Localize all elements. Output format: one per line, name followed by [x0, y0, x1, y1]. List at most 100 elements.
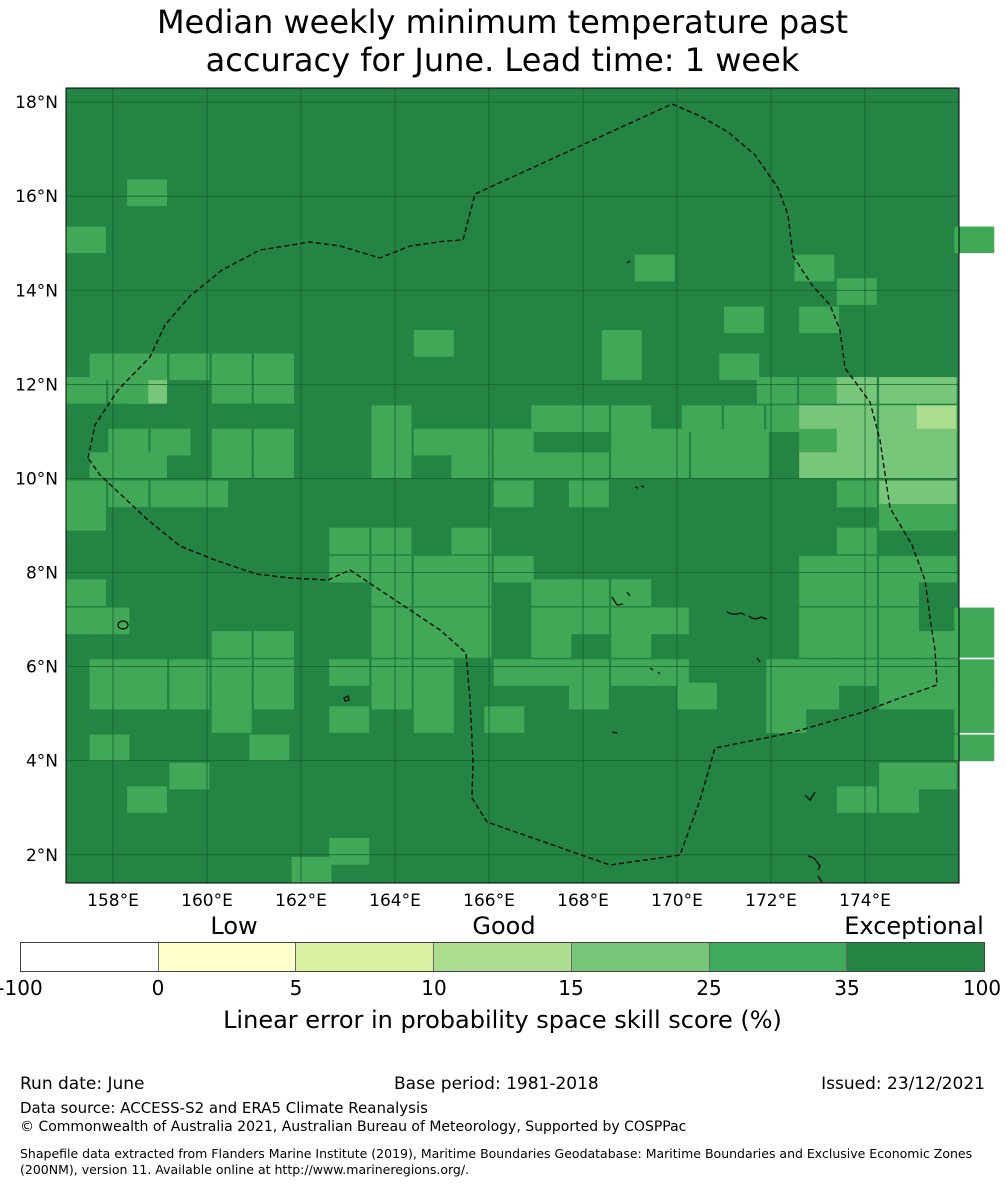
latitude-tick-label: 4°N	[26, 752, 58, 772]
skill-cell	[188, 480, 229, 508]
longitude-labels: 158°E 160°E 162°E 164°E 166°E 168°E 170°E 172°E…	[87, 891, 891, 911]
skill-cell	[799, 377, 840, 404]
skill-cell	[691, 452, 732, 479]
skill-cell	[916, 762, 957, 790]
skill-cell	[836, 452, 877, 479]
skill-cell	[916, 682, 957, 710]
skill-cell	[329, 838, 370, 865]
graticule	[66, 88, 959, 883]
skill-cell	[371, 405, 412, 432]
skill-cell	[799, 579, 840, 606]
skill-cell	[836, 428, 877, 456]
skill-cell	[211, 659, 252, 686]
skill-cell	[451, 555, 492, 583]
skill-cell	[879, 786, 920, 813]
skill-cell	[954, 607, 995, 635]
skill-cell	[211, 377, 252, 404]
skill-cell	[568, 480, 609, 508]
longitude-tick-label: 164°E	[369, 891, 421, 911]
skill-cell	[169, 659, 210, 686]
longitude-tick-label: 170°E	[651, 891, 703, 911]
skill-cell	[254, 631, 294, 658]
skill-cell	[89, 734, 130, 762]
latitude-tick-label: 16°N	[15, 187, 58, 207]
skill-cell	[836, 278, 877, 305]
latitude-tick-label: 10°N	[15, 469, 58, 489]
map-frame	[65, 87, 960, 884]
skill-cell	[879, 659, 920, 686]
copyright: © Commonwealth of Australia 2021, Austra…	[20, 1119, 687, 1135]
skill-cell	[799, 682, 840, 710]
latitude-tick-label: 12°N	[15, 375, 58, 395]
skill-cell	[916, 377, 957, 404]
skill-cell	[413, 330, 454, 357]
skill-cell	[611, 607, 652, 635]
skill-cell	[879, 631, 920, 658]
colorbar-segment	[847, 943, 985, 971]
longitude-tick-label: 162°E	[275, 891, 327, 911]
skill-cell	[66, 377, 106, 404]
skill-cell	[169, 682, 210, 710]
longitude-tick-label: 168°E	[557, 891, 609, 911]
colorbar-tick: 25	[696, 976, 722, 1000]
skill-cell	[531, 607, 572, 635]
skill-cell	[648, 659, 689, 686]
skill-cell	[329, 555, 370, 583]
skill-cell	[531, 631, 572, 658]
longitude-tick-label: 166°E	[463, 891, 515, 911]
skill-cell	[413, 682, 454, 710]
skill-cell	[568, 405, 609, 432]
colorbar-segment	[158, 943, 297, 971]
skill-cell	[836, 555, 877, 583]
skill-cell	[799, 607, 840, 635]
skill-cell	[681, 405, 722, 432]
skill-cell	[451, 452, 492, 479]
skill-cell	[254, 659, 294, 686]
skill-cell	[611, 631, 652, 658]
skill-cell	[371, 579, 412, 606]
skill-map: 18°N 16°N 14°N 12°N 10°N 8°N 6°N 4°N 2°N 158°E 16…	[15, 87, 995, 911]
skill-cell	[451, 579, 492, 606]
shapefile-credit: Shapefile data extracted from Flanders M…	[20, 1146, 973, 1177]
skill-cell	[648, 452, 689, 479]
skill-cell	[127, 452, 168, 479]
latitude-tick-label: 2°N	[26, 846, 58, 866]
skill-cell	[493, 452, 534, 479]
skill-cell	[211, 682, 252, 710]
skill-cell	[371, 659, 412, 686]
colorbar-tick: 10	[421, 976, 447, 1000]
latitude-labels: 18°N 16°N 14°N 12°N 10°N 8°N 6°N 4°N 2°N	[15, 93, 58, 866]
skill-cell	[916, 555, 957, 583]
skill-cell	[211, 631, 252, 658]
skill-cell	[89, 452, 130, 479]
skill-cell	[954, 734, 995, 762]
skill-cell	[836, 659, 877, 686]
skill-grid	[66, 88, 995, 884]
skill-cell	[371, 555, 412, 583]
skill-cell	[329, 659, 370, 686]
longitude-tick-label: 172°E	[745, 891, 797, 911]
colorbar-category-good: Good	[472, 912, 536, 940]
skill-cell	[611, 579, 652, 606]
skill-cell	[451, 631, 492, 658]
colorbar	[20, 942, 985, 972]
skill-cell	[836, 786, 877, 813]
skill-cell	[799, 555, 840, 583]
colorbar-label: Linear error in probability space skill …	[223, 1006, 782, 1034]
colorbar-tick: 100	[962, 976, 1002, 1000]
colorbar-segment	[296, 943, 435, 971]
skill-cell	[451, 428, 492, 456]
colorbar-tick: 0	[151, 976, 165, 1000]
latitude-tick-label: 18°N	[15, 93, 58, 113]
skill-cell	[371, 428, 412, 456]
colorbar-tick: 5	[289, 976, 303, 1000]
skill-cell	[169, 762, 210, 790]
skill-cell	[254, 452, 294, 479]
skill-cell	[691, 428, 732, 456]
skill-cell	[169, 353, 210, 381]
skill-cell	[916, 504, 957, 531]
skill-cell	[879, 377, 920, 404]
skill-cell	[879, 579, 920, 606]
skill-cell	[916, 428, 957, 456]
skill-cell	[916, 452, 957, 479]
